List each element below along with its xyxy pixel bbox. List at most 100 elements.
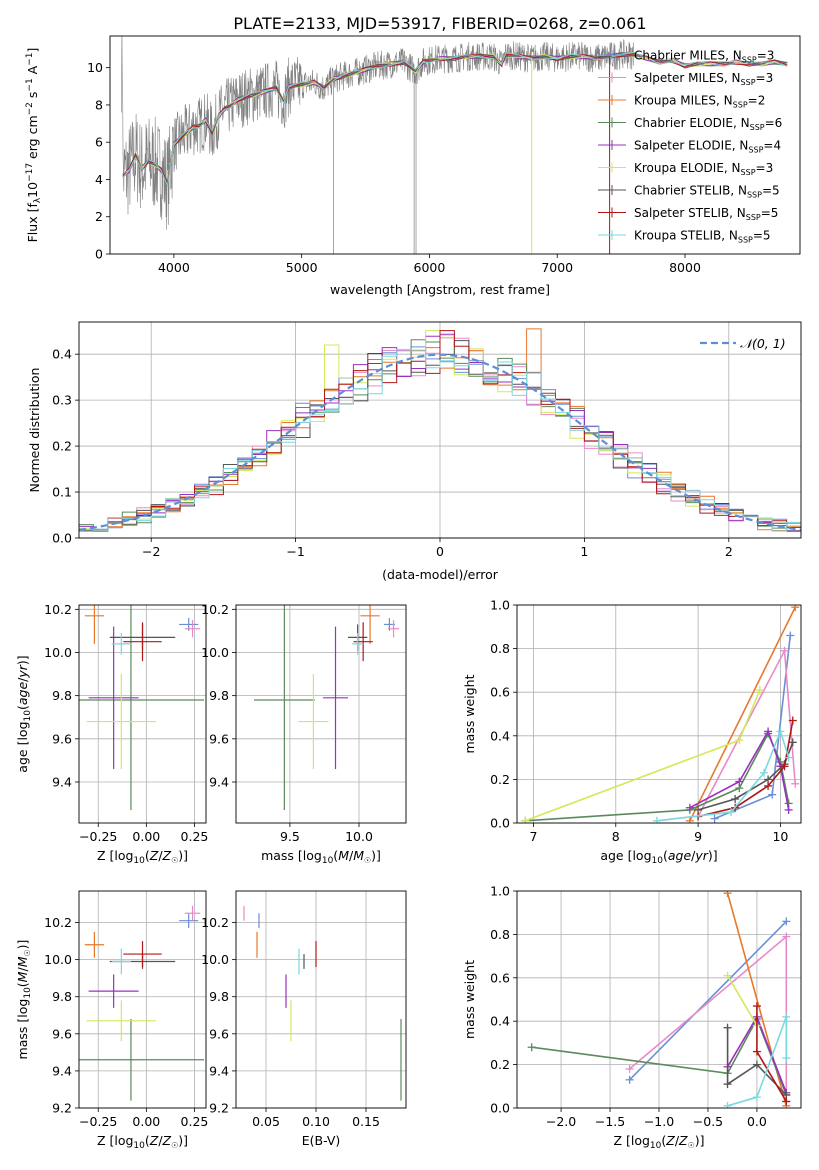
- label-part: (: [661, 1133, 666, 1148]
- spectrum-data: [121, 36, 788, 254]
- legend-text: Chabrier STELIB, N: [634, 184, 747, 198]
- figure-title: PLATE=2133, MJD=53917, FIBERID=0268, z=0…: [233, 14, 646, 33]
- mass-weight-line: [726, 975, 758, 1026]
- y-tick-label: 0.2: [52, 439, 72, 454]
- legend-value: =3: [757, 49, 775, 63]
- label-part: /: [15, 967, 30, 972]
- x-tick-label: 5000: [286, 260, 318, 275]
- y-tick-label: 9.4: [52, 1063, 72, 1078]
- mass-weight-line: [727, 1016, 788, 1107]
- mass-weight-line: [726, 1027, 787, 1096]
- x-tick-label: 0.10: [302, 1114, 330, 1129]
- label-part: Z [log: [613, 1133, 649, 1148]
- label-part: yr: [15, 664, 30, 678]
- x-tick-label: 4000: [158, 260, 190, 275]
- x-tick-label: 0: [436, 544, 444, 559]
- mass-weight-line: [524, 689, 761, 822]
- label-part: Z: [665, 1133, 675, 1148]
- spectrum-y-axis-label: Flux [fλ10−17 erg cm−2 s−1 A−1]: [25, 48, 43, 243]
- residual-histograms: [79, 328, 801, 532]
- label-part: M: [15, 971, 30, 982]
- legend-sub: SSP: [741, 168, 756, 177]
- label-part: /: [691, 848, 696, 863]
- x-tick-label: 0.00: [132, 829, 160, 844]
- mass-vs-Z-frame: [78, 890, 207, 1109]
- label-part: (: [145, 1133, 150, 1148]
- label-part: age: [668, 848, 692, 863]
- label-part: ☉: [23, 949, 32, 956]
- legend-label: Kroupa ELODIE, NSSP=3: [634, 161, 773, 177]
- label-part: Flux [f: [25, 203, 40, 243]
- age-vs-Z-x-axis-label: Z [log10(Z/Z☉)]: [97, 848, 188, 866]
- label-part: 10: [650, 1141, 662, 1151]
- y-tick-label: 0: [95, 247, 103, 262]
- label-part: Z: [678, 1133, 688, 1148]
- legend-sub: SSP: [750, 123, 765, 132]
- label-part: 10: [25, 182, 40, 198]
- label-part: ☉: [688, 1141, 695, 1150]
- mass-weight-line: [525, 731, 790, 822]
- label-part: λ: [33, 197, 43, 203]
- legend-text: Kroupa STELIB, N: [634, 229, 738, 243]
- weight-vs-age-axes: [513, 604, 801, 827]
- y-tick-label: 0.1: [52, 485, 72, 500]
- legend-label: Kroupa STELIB, NSSP=5: [634, 229, 771, 245]
- y-tick-label: 1.0: [490, 884, 510, 899]
- legend-label: Salpeter MILES, NSSP=3: [634, 71, 773, 87]
- label-part: −17: [25, 163, 35, 182]
- legend-label: Chabrier MILES, NSSP=3: [634, 49, 774, 65]
- age-vs-mass-x-axis-label: mass [log10(M/M☉)]: [261, 848, 381, 866]
- residuals-axes: [75, 322, 801, 542]
- x-tick-label: 0.25: [181, 829, 209, 844]
- x-tick-label: −0.25: [79, 1114, 117, 1129]
- x-tick-label: −2.0: [546, 1114, 576, 1129]
- weight-vs-Z-lines: [527, 891, 791, 1108]
- legend-value: =3: [756, 161, 774, 175]
- weight-vs-age-x-axis-label: age [log10(age/yr)]: [600, 848, 717, 866]
- y-tick-label: 9.8: [52, 989, 72, 1004]
- y-tick-label: 0.2: [490, 1057, 510, 1072]
- legend-sub: SSP: [741, 78, 756, 87]
- label-part: s: [25, 92, 40, 103]
- label-part: Z: [162, 1133, 172, 1148]
- mass-vs-Z-y-axis-label: mass [log10(M/M☉)]: [15, 940, 33, 1060]
- legend-text: Salpeter STELIB, N: [634, 206, 746, 220]
- mass-vs-EBV-x-axis-label: E(B-V): [302, 1133, 341, 1148]
- y-tick-label: 9.6: [52, 731, 72, 746]
- y-tick-label: 9.6: [52, 1026, 72, 1041]
- x-tick-label: −0.25: [79, 829, 117, 844]
- x-tick-label: −1.5: [595, 1114, 625, 1129]
- y-tick-label: 10: [87, 60, 103, 75]
- legend-value: =2: [748, 94, 766, 108]
- label-part: erg cm: [25, 115, 40, 163]
- age-vs-Z-y-axis-label: age [log10(age/yr)]: [15, 655, 33, 772]
- spectrum-frame: [109, 35, 801, 255]
- y-tick-label: 0.4: [52, 347, 72, 362]
- y-tick-label: 10.2: [44, 915, 72, 930]
- legend-label: Kroupa MILES, NSSP=2: [634, 94, 765, 110]
- y-tick-label: 10.2: [201, 602, 229, 617]
- y-tick-label: 9.4: [52, 774, 72, 789]
- legend-text: Salpeter MILES, N: [634, 71, 741, 85]
- label-part: 10: [133, 856, 145, 866]
- label-part: )]: [695, 1133, 705, 1148]
- label-part: )]: [178, 1133, 188, 1148]
- legend-text: Salpeter ELODIE, N: [634, 139, 748, 153]
- label-part: age: [15, 682, 30, 706]
- x-tick-label: 0.00: [132, 1114, 160, 1129]
- x-tick-label: −1.0: [644, 1114, 674, 1129]
- residual-histogram-step: [79, 348, 801, 532]
- label-part: /: [349, 848, 354, 863]
- x-tick-label: −0.5: [693, 1114, 723, 1129]
- legend-label: Salpeter ELODIE, NSSP=4: [634, 139, 781, 155]
- mass-weight-line: [629, 920, 787, 1081]
- label-part: ☉: [364, 856, 371, 865]
- label-part: (: [15, 982, 30, 987]
- y-tick-label: 6: [95, 135, 103, 150]
- label-part: age [log: [15, 721, 30, 772]
- y-tick-label: 10.0: [44, 952, 72, 967]
- legend-text: Kroupa ELODIE, N: [634, 161, 741, 175]
- label-part: ☉: [171, 856, 178, 865]
- y-tick-label: 9.6: [209, 731, 229, 746]
